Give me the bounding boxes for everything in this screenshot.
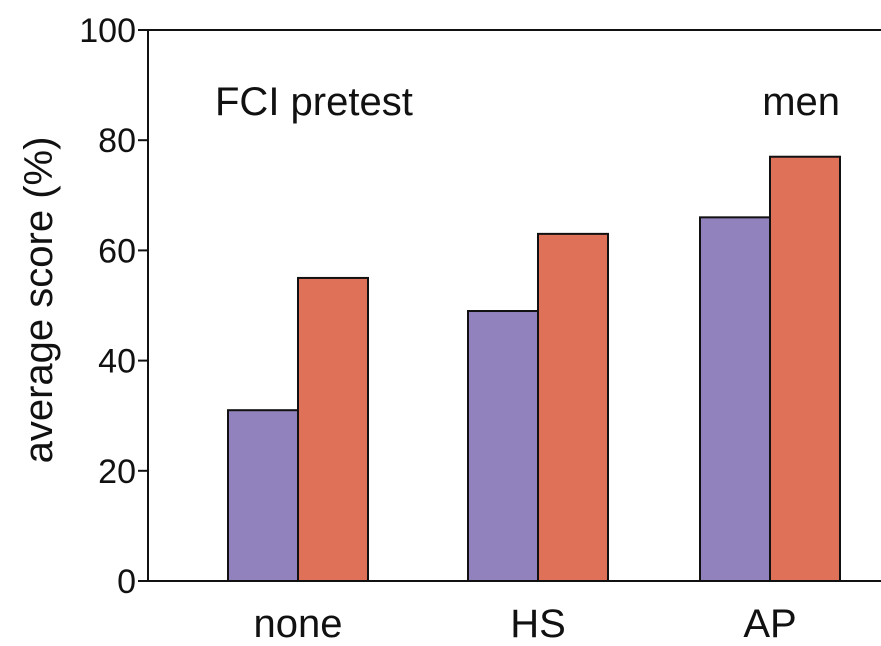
bar-hs-1	[467, 310, 539, 582]
bar-hs-2	[537, 232, 609, 582]
bars	[227, 155, 841, 582]
bar-none-2	[297, 276, 369, 582]
y-axis-label: average score (%)	[17, 137, 61, 464]
y-tick-label: 20	[98, 453, 136, 491]
bar-ap-1	[699, 216, 771, 582]
y-tick-label: 0	[117, 563, 136, 601]
bar-none-1	[227, 409, 299, 582]
annotation-left: FCI pretest	[215, 80, 413, 124]
bar-ap-2	[769, 155, 841, 582]
x-category-label: AP	[743, 602, 796, 646]
y-tick-label: 80	[98, 122, 136, 160]
x-category-label: HS	[510, 602, 566, 646]
y-tick-label: 40	[98, 343, 136, 381]
y-tick-label: 100	[79, 12, 136, 50]
annotation-right: men	[762, 80, 840, 124]
y-axis: 0 20 40 60 80 100	[79, 12, 881, 601]
y-tick-label: 60	[98, 232, 136, 270]
x-category-label: none	[254, 602, 343, 646]
x-axis: none HS AP	[148, 580, 881, 646]
